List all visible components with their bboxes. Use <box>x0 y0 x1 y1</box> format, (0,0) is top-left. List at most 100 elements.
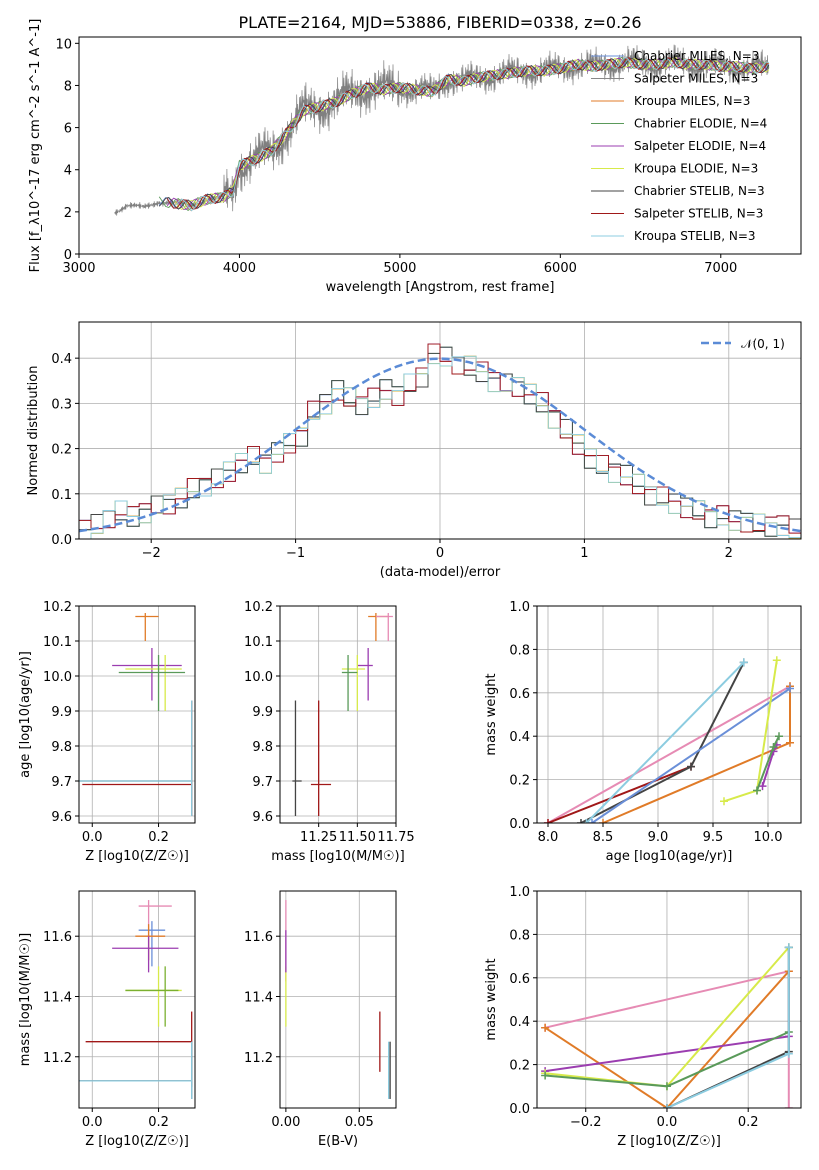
x-tick-label: −2 <box>142 546 161 561</box>
x-tick-label: 5000 <box>383 261 416 276</box>
weight-line-salpeter_stelib <box>547 765 692 823</box>
mass_vs_EBV-plot-area <box>285 900 391 1099</box>
x-tick-label: −1 <box>286 546 305 561</box>
y-tick-label: 11.6 <box>244 930 273 945</box>
y-axis-label: mass weight <box>484 958 499 1040</box>
model-spectrum-salpeter_elodie <box>166 57 768 210</box>
y-tick-label: 0.2 <box>509 1059 530 1074</box>
y-axis-label: mass weight <box>484 673 499 755</box>
y-tick-label: 9.9 <box>252 705 273 720</box>
model-spectrum-chabrier_stelib <box>158 56 770 210</box>
legend-label: Kroupa STELIB, N=3 <box>634 229 756 243</box>
y-tick-label: 0.2 <box>51 443 72 458</box>
x-axis-label: mass [log10(M/M☉)] <box>271 849 404 864</box>
x-axis-label: wavelength [Angstrom, rest frame] <box>326 280 555 295</box>
x-axis-label: age [log10(age/yr)] <box>606 849 733 864</box>
weight-point-marker <box>541 1023 550 1032</box>
weight-point-marker <box>720 797 728 806</box>
weight-line-pink <box>547 685 791 823</box>
y-tick-label: 9.6 <box>252 810 273 825</box>
weight-point-marker <box>769 743 778 752</box>
x-tick-label: 6000 <box>544 261 577 276</box>
weight-point-marker <box>599 819 607 823</box>
y-tick-label: 0 <box>64 248 72 263</box>
legend-label: Salpeter MILES, N=3 <box>634 72 758 86</box>
x-tick-label: 9.5 <box>703 830 724 845</box>
legend-label: 𝒩(0, 1) <box>741 337 785 351</box>
y-tick-label: 10.1 <box>244 635 273 650</box>
x-tick-label: 8.5 <box>593 830 614 845</box>
weight-point-marker <box>786 738 794 747</box>
y-axis-label: mass [log10(M/M☉)] <box>18 933 33 1066</box>
residuals-plot-area <box>79 343 801 539</box>
weight-point-marker <box>786 684 794 693</box>
legend-label: Kroupa ELODIE, N=3 <box>634 162 758 176</box>
model-spectrum-chabrier_miles <box>158 56 770 210</box>
y-tick-label: 0.8 <box>509 643 530 658</box>
weight-point-marker <box>541 1071 550 1080</box>
x-tick-label: 0.05 <box>345 1115 374 1130</box>
x-tick-label: 1 <box>580 546 588 561</box>
y-tick-label: 0.1 <box>51 488 72 503</box>
x-tick-label: 0.2 <box>148 830 169 845</box>
x-axis-label: Z [log10(Z/Z☉)] <box>617 1134 721 1149</box>
y-tick-label: 0.8 <box>509 928 530 943</box>
axes-frame <box>279 890 397 1109</box>
x-tick-label: −0.2 <box>570 1115 602 1130</box>
y-tick-label: 0.6 <box>509 972 530 987</box>
weight-point-marker <box>582 819 591 823</box>
weight-line-kroupa_miles <box>544 970 790 1108</box>
weight-point-marker <box>758 782 767 791</box>
weight-line-kroupa_elodie <box>723 660 778 803</box>
y-axis-label: Normed distribution <box>26 366 41 496</box>
weight-point-marker <box>662 1082 671 1091</box>
x-tick-label: 0 <box>436 546 444 561</box>
y-tick-label: 0.6 <box>509 687 530 702</box>
weight-point-marker <box>739 658 748 667</box>
mass_vs_Z-plot-area <box>79 900 193 1099</box>
model-spectrum-kroupa_stelib <box>174 56 769 212</box>
y-tick-label: 9.8 <box>51 740 72 755</box>
y-tick-label: 10.0 <box>43 670 72 685</box>
x-tick-label: 7000 <box>704 261 737 276</box>
legend-label: Salpeter STELIB, N=3 <box>634 207 763 221</box>
weight-point-marker <box>588 819 596 823</box>
age_vs_Z-plot-area <box>79 613 193 816</box>
axes-frame <box>536 605 802 824</box>
weight-line-salpeter_elodie <box>544 1035 789 1073</box>
y-tick-label: 10.0 <box>244 670 273 685</box>
y-tick-label: 11.4 <box>244 990 273 1005</box>
weight_vs_Z-plot-area <box>541 943 793 1108</box>
y-tick-label: 9.7 <box>51 775 72 790</box>
weight-point-marker <box>775 732 783 741</box>
x-tick-label: 11.75 <box>377 830 414 845</box>
figure-title: PLATE=2164, MJD=53886, FIBERID=0338, z=0… <box>238 13 641 32</box>
weight_vs_age-plot-area <box>544 656 794 823</box>
normal-distribution-curve <box>79 357 801 533</box>
weight-line-kroupa_stelib <box>585 661 745 823</box>
weight-point-marker <box>544 819 552 823</box>
x-tick-label: 10.0 <box>754 830 783 845</box>
weight-point-marker <box>753 786 761 795</box>
y-tick-label: 9.7 <box>252 775 273 790</box>
y-tick-label: 1.0 <box>509 600 530 615</box>
y-tick-label: 10.1 <box>43 635 72 650</box>
x-tick-label: 0.2 <box>738 1115 759 1130</box>
legend-label: Salpeter ELODIE, N=4 <box>634 139 766 153</box>
legend-label: Chabrier MILES, N=3 <box>634 49 759 63</box>
axes-frame <box>78 321 802 540</box>
axes-frame <box>78 605 196 824</box>
x-tick-label: 9.0 <box>648 830 669 845</box>
y-axis-label: Flux [f_λ10^-17 erg cm^-2 s^-1 A^-1] <box>28 19 43 273</box>
y-tick-label: 11.2 <box>43 1051 72 1066</box>
x-tick-label: 0.0 <box>82 1115 103 1130</box>
y-tick-label: 0.0 <box>509 1102 530 1117</box>
weight-point-marker <box>662 1104 671 1108</box>
x-tick-label: 0.2 <box>148 1115 169 1130</box>
weight-point-marker <box>772 656 781 665</box>
axes-frame <box>78 36 802 255</box>
y-tick-label: 11.6 <box>43 930 72 945</box>
x-tick-label: 11.50 <box>339 830 376 845</box>
y-tick-label: 0.3 <box>51 397 72 412</box>
